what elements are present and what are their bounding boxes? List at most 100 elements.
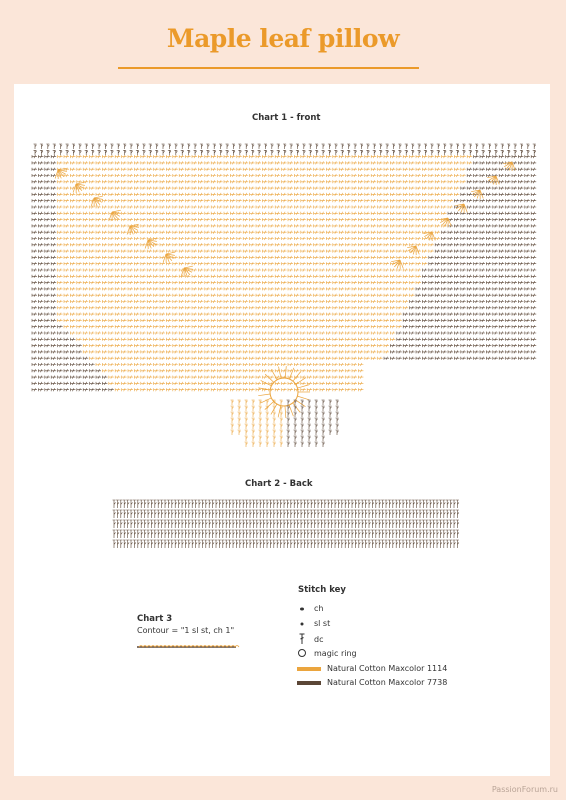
stitch-mark [434,318,441,323]
stitch-mark [172,217,178,222]
stitch-mark [332,325,338,329]
stitch-mark [447,255,453,260]
stitch-mark [272,499,276,508]
stitch-mark [422,325,428,329]
stitch-mark [217,509,222,518]
stitch-mark [178,199,185,203]
stitch-mark [234,519,239,528]
stitch-mark [370,343,377,348]
stitch-mark [313,331,319,335]
stitch-mark [236,161,242,165]
stitch-mark [364,167,370,171]
stitch-mark [498,268,505,272]
stitch-mark [530,186,537,190]
stitch-mark [272,423,276,429]
stitch-mark [300,262,306,266]
stitch-mark [308,150,312,156]
stitch-mark [524,217,530,222]
stitch-mark [255,509,259,518]
stitch-mark [351,154,357,159]
stitch-mark [486,343,492,348]
stitch-mark [294,167,300,171]
stitch-mark [326,519,330,528]
stitch-mark [76,161,82,165]
stitch-mark [524,280,530,285]
stitch-mark [333,539,337,548]
stitch-mark [108,369,114,373]
stitch-mark [460,255,466,260]
stitch-mark [374,499,378,508]
stitch-mark [159,230,165,234]
key-item-dc: dc [296,633,323,645]
stitch-mark [526,143,530,149]
stitch-mark [210,299,217,304]
stitch-mark [445,499,449,508]
stitch-mark [230,217,236,222]
stitch-mark [338,192,345,197]
stitch-mark [335,399,339,405]
stitch-mark [454,186,460,190]
key-yarn-1114: Natural Cotton Maxcolor 1114 [297,664,447,673]
stitch-mark [357,509,361,518]
stitch-mark [210,262,217,266]
stitch-mark [121,154,127,159]
stitch-mark [121,230,127,234]
stitch-mark [274,362,281,367]
stitch-mark [409,343,415,348]
stitch-mark [511,255,517,260]
stitch-mark [498,299,505,304]
stitch-mark [345,299,351,304]
stitch-mark [390,343,396,348]
stitch-mark [351,337,357,341]
stitch-mark [511,192,517,197]
stitch-mark [300,230,306,234]
fan-stitch [399,259,404,269]
stitch-mark [127,192,133,197]
stitch-mark [409,217,415,222]
stitch-mark [262,249,268,253]
stitch-mark [223,154,229,159]
ring-stitch [295,377,306,385]
stitch-mark [438,499,443,508]
stitch-mark [306,299,313,304]
stitch-mark [335,405,339,411]
stitch-mark [38,287,44,291]
stitch-mark [185,186,191,190]
stitch-mark [210,356,217,360]
stitch-mark [492,287,498,291]
stitch-mark [159,262,165,266]
stitch-mark [383,280,389,285]
stitch-mark [338,293,345,297]
stitch-mark [274,274,281,278]
ring-stitch [264,373,275,383]
stitch-mark [524,173,530,178]
stitch-mark [255,362,261,367]
stitch-mark [172,343,178,348]
stitch-mark [121,293,127,297]
stitch-mark [345,255,351,260]
stitch-mark [194,499,198,508]
stitch-mark [185,262,191,266]
stitch-mark [207,539,211,548]
stitch-mark [217,306,223,310]
stitch-mark [230,331,236,335]
stitch-mark [127,205,133,209]
stitch-mark [127,318,133,323]
stitch-mark [89,381,95,386]
stitch-mark [383,306,389,310]
stitch-mark [287,167,293,171]
stitch-mark [70,180,76,184]
stitch-mark [383,331,389,335]
stitch-mark [462,143,466,149]
stitch-mark [121,199,127,203]
stitch-mark [511,199,517,203]
stitch-mark [268,186,274,190]
stitch-mark [460,318,466,323]
stitch-mark [428,306,434,310]
stitch-mark [306,331,313,335]
stitch-mark [121,331,127,335]
stitch-mark [505,262,511,266]
stitch-mark [293,411,297,417]
stitch-mark [185,274,191,278]
stitch-mark [442,509,446,518]
